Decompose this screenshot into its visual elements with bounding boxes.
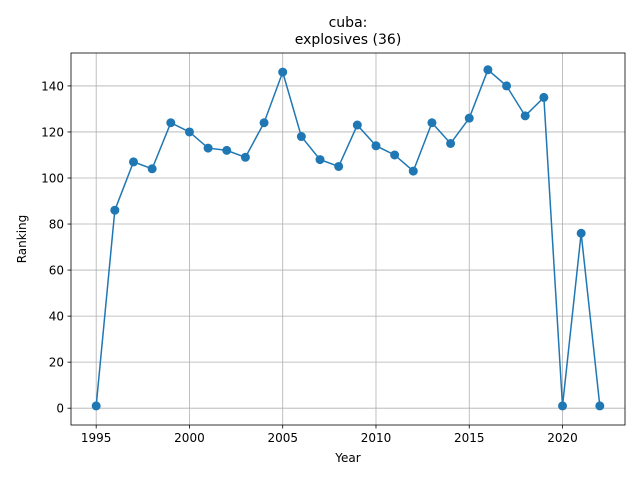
y-axis-label: Ranking bbox=[15, 215, 29, 264]
data-point bbox=[352, 120, 362, 130]
data-point bbox=[539, 92, 549, 102]
series-line bbox=[95, 68, 601, 406]
data-point bbox=[371, 141, 381, 151]
data-point bbox=[427, 118, 437, 128]
data-point bbox=[315, 155, 325, 165]
data-point bbox=[203, 143, 213, 153]
x-axis-label: Year bbox=[334, 451, 360, 465]
data-point bbox=[520, 111, 530, 121]
x-tick-label: 2000 bbox=[174, 431, 205, 445]
data-point bbox=[446, 138, 456, 148]
data-point bbox=[222, 145, 232, 155]
chart-title-line2: explosives (36) bbox=[295, 32, 402, 48]
data-point bbox=[595, 401, 605, 411]
data-point bbox=[390, 150, 400, 160]
data-point bbox=[128, 157, 138, 167]
data-point bbox=[240, 152, 250, 162]
data-point bbox=[259, 118, 269, 128]
data-point bbox=[483, 65, 493, 75]
data-point bbox=[558, 401, 568, 411]
data-point bbox=[91, 401, 101, 411]
data-point bbox=[184, 127, 194, 137]
x-tick-label: 2010 bbox=[361, 431, 392, 445]
plot-frame bbox=[70, 52, 626, 426]
y-tick-label: 60 bbox=[49, 264, 64, 278]
tick-layer: 1995 2000 2005 2010 2015 2020 0 20 40 60 80 100 120 1… bbox=[41, 79, 578, 445]
data-point bbox=[278, 67, 288, 77]
data-point bbox=[334, 161, 344, 171]
y-tick-label: 140 bbox=[41, 79, 64, 93]
data-point bbox=[408, 166, 418, 176]
grid-layer bbox=[71, 53, 625, 425]
y-tick-label: 120 bbox=[41, 125, 64, 139]
chart-title-line1: cuba: bbox=[329, 15, 368, 31]
y-tick-label: 40 bbox=[49, 310, 64, 324]
x-tick-label: 2015 bbox=[454, 431, 485, 445]
y-tick-label: 80 bbox=[49, 218, 64, 232]
data-point bbox=[502, 81, 512, 91]
plot-layer bbox=[91, 65, 605, 411]
y-tick-label: 0 bbox=[56, 402, 64, 416]
y-tick-label: 100 bbox=[41, 171, 64, 185]
x-tick-label: 1995 bbox=[81, 431, 112, 445]
data-point bbox=[166, 118, 176, 128]
data-point bbox=[147, 164, 157, 174]
data-point bbox=[576, 228, 586, 238]
data-point bbox=[296, 132, 306, 142]
x-tick-label: 2020 bbox=[547, 431, 578, 445]
x-tick-label: 2005 bbox=[267, 431, 298, 445]
data-point bbox=[110, 205, 120, 215]
y-tick-label: 20 bbox=[49, 356, 64, 370]
data-point bbox=[464, 113, 474, 123]
